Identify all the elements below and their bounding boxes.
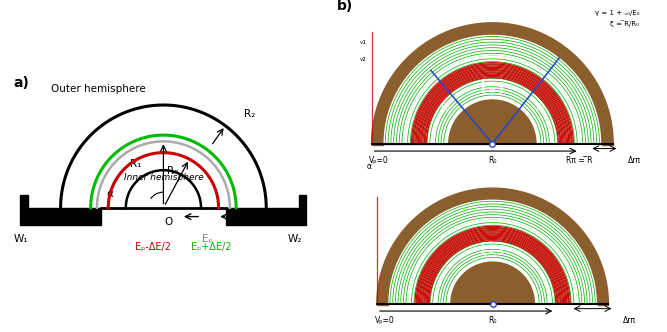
Text: ᵥ₁: ᵥ₁ — [360, 37, 367, 46]
Polygon shape — [372, 23, 613, 143]
Text: γ = 1 + ᵥ₀/E₀: γ = 1 + ᵥ₀/E₀ — [595, 10, 639, 16]
Polygon shape — [21, 195, 28, 225]
Polygon shape — [377, 188, 608, 304]
Text: b): b) — [337, 0, 353, 13]
Polygon shape — [451, 262, 534, 304]
Text: R₀: R₀ — [488, 156, 497, 165]
Text: ξ = ̅R/R₀: ξ = ̅R/R₀ — [610, 21, 639, 28]
Text: R₁: R₁ — [130, 159, 141, 169]
Text: Vₚ=0: Vₚ=0 — [374, 316, 394, 325]
Text: α: α — [106, 189, 113, 199]
Polygon shape — [299, 195, 306, 225]
Text: γ = 1: γ = 1 — [480, 74, 504, 83]
Text: ξ = 1: ξ = 1 — [480, 86, 504, 95]
Text: Eₚ-ΔE/2: Eₚ-ΔE/2 — [135, 242, 171, 252]
Text: R₂: R₂ — [535, 103, 544, 112]
Text: R₁: R₁ — [440, 103, 450, 112]
Polygon shape — [602, 143, 613, 145]
Text: Eₚ: Eₚ — [202, 234, 213, 244]
Polygon shape — [372, 143, 383, 145]
Text: O: O — [164, 216, 173, 227]
Text: R₀: R₀ — [167, 166, 179, 176]
Text: γ < 1: γ < 1 — [480, 237, 505, 246]
Text: W₁: W₁ — [13, 234, 28, 244]
Text: Inner hemisphere: Inner hemisphere — [123, 173, 203, 182]
Polygon shape — [377, 304, 388, 305]
Text: α: α — [367, 162, 372, 171]
Text: Eₚ+ΔE/2: Eₚ+ΔE/2 — [191, 242, 231, 252]
Polygon shape — [598, 304, 608, 305]
Polygon shape — [28, 208, 101, 225]
Text: Δrπ: Δrπ — [628, 156, 641, 165]
Text: ξ < 1: ξ < 1 — [481, 248, 504, 257]
Polygon shape — [449, 100, 536, 143]
Text: Vₚ=0: Vₚ=0 — [369, 156, 389, 165]
Text: Outer hemisphere: Outer hemisphere — [51, 84, 145, 94]
Text: ᵥ₂: ᵥ₂ — [360, 54, 367, 63]
Text: R₀: R₀ — [488, 316, 497, 325]
Polygon shape — [226, 208, 299, 225]
Text: R₂: R₂ — [243, 109, 255, 119]
Text: Δrπ: Δrπ — [623, 316, 636, 325]
Text: W₂: W₂ — [288, 234, 302, 244]
Text: a): a) — [13, 76, 29, 90]
Text: Rπ = ̅R: Rπ = ̅R — [566, 156, 593, 165]
